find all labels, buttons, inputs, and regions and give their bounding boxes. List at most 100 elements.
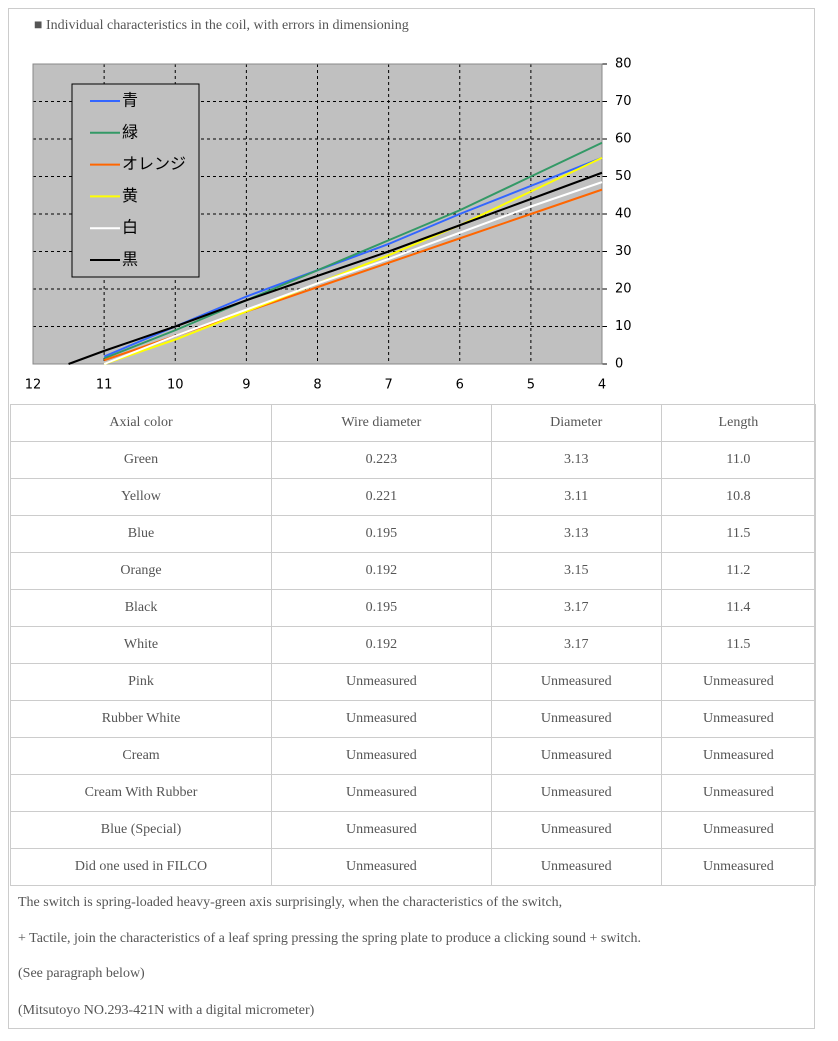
note: (Mitsutoyo NO.293-421N with a digital mi… xyxy=(18,1003,315,1018)
y-tick-label: 0 xyxy=(615,357,623,372)
x-tick-label: 7 xyxy=(384,378,392,393)
table-row: Blue (Special) Unmeasured Unmeasured Unmeas… xyxy=(9,811,817,849)
table-cell: Wire diameter xyxy=(271,404,492,442)
table-row: Cream Unmeasured Unmeasured Unmeasured xyxy=(9,737,817,775)
table-cell: 0.192 xyxy=(271,626,492,664)
legend-label: 黄 xyxy=(122,186,138,205)
table-cell: 11.0 xyxy=(660,441,817,479)
y-tick-label: 70 xyxy=(615,94,632,109)
table-cell: Cream xyxy=(9,737,273,775)
series-line xyxy=(103,181,603,365)
table-cell: 3.13 xyxy=(490,441,662,479)
table-cell: 0.195 xyxy=(271,589,492,627)
table-row: Green 0.223 3.13 11.0 xyxy=(9,441,817,479)
table-cell: Green xyxy=(9,441,273,479)
table-row: Rubber White Unmeasured Unmeasured Unmeasur… xyxy=(9,700,817,738)
x-tick-label: 6 xyxy=(456,378,464,393)
table-cell: Unmeasured xyxy=(490,811,662,849)
table-cell: Unmeasured xyxy=(660,737,817,775)
table-cell: Unmeasured xyxy=(660,811,817,849)
table-cell: Unmeasured xyxy=(271,737,492,775)
table-cell: 11.4 xyxy=(660,589,817,627)
table-cell: Unmeasured xyxy=(660,700,817,738)
table-cell: 0.221 xyxy=(271,478,492,516)
table-cell: White xyxy=(9,626,273,664)
legend-label: オレンジ xyxy=(122,154,186,173)
table-cell: Unmeasured xyxy=(490,848,662,886)
x-tick-label: 4 xyxy=(598,378,606,393)
table-cell: 11.5 xyxy=(660,626,817,664)
y-tick-label: 80 xyxy=(615,57,632,72)
x-tick-label: 12 xyxy=(25,378,42,393)
table-cell: 11.2 xyxy=(660,552,817,590)
x-tick-label: 11 xyxy=(96,378,113,393)
table-cell: Length xyxy=(660,404,817,442)
table-row: Pink Unmeasured Unmeasured Unmeasured xyxy=(9,663,817,701)
table-cell: Axial color xyxy=(9,404,273,442)
table-row: Axial color Wire diameter Diameter Length xyxy=(9,404,817,442)
legend-label: 青 xyxy=(122,91,138,110)
table-row: Blue 0.195 3.13 11.5 xyxy=(9,515,817,553)
table-row: Black 0.195 3.17 11.4 xyxy=(9,589,817,627)
table-cell: Unmeasured xyxy=(271,663,492,701)
y-tick-label: 30 xyxy=(615,244,632,259)
table-row: White 0.192 3.17 11.5 xyxy=(9,626,817,664)
table-row: Yellow 0.221 3.11 10.8 xyxy=(9,478,817,516)
x-tick-label: 10 xyxy=(167,378,184,393)
heading: ■ Individual characteristics in the coil… xyxy=(34,18,409,33)
y-tick-label: 40 xyxy=(615,207,632,222)
table-cell: 0.195 xyxy=(271,515,492,553)
table-cell: Did one used in FILCO xyxy=(9,848,273,886)
table-cell: 3.15 xyxy=(490,552,662,590)
legend-label: 白 xyxy=(122,218,138,237)
table-cell: Cream With Rubber xyxy=(9,774,273,812)
table-row: Cream With Rubber Unmeasured Unmeasured Unm… xyxy=(9,774,817,812)
table-cell: Rubber White xyxy=(9,700,273,738)
y-tick-label: 20 xyxy=(615,282,632,297)
table: Axial color Wire diameter Diameter Length Gr… xyxy=(9,404,817,886)
table-cell: Unmeasured xyxy=(271,811,492,849)
table-cell: 11.5 xyxy=(660,515,817,553)
table-cell: Blue xyxy=(9,515,273,553)
y-tick-label: 10 xyxy=(615,319,632,334)
note: (See paragraph below) xyxy=(18,966,145,981)
legend-label: 緑 xyxy=(122,122,138,141)
series-line xyxy=(68,171,603,365)
series-line xyxy=(103,141,603,360)
x-tick-label: 8 xyxy=(313,378,321,393)
table-row: Did one used in FILCO Unmeasured Unmeasure… xyxy=(9,848,817,886)
plot-border xyxy=(32,63,603,365)
note: + Tactile, join the characteristics of a… xyxy=(18,931,641,946)
table-cell: Unmeasured xyxy=(490,737,662,775)
table-cell: 3.17 xyxy=(490,626,662,664)
table-cell: 3.17 xyxy=(490,589,662,627)
legend-label: 黒 xyxy=(122,250,138,269)
table-cell: Unmeasured xyxy=(660,848,817,886)
table-cell: Unmeasured xyxy=(271,700,492,738)
table-cell: 0.223 xyxy=(271,441,492,479)
table-cell: Unmeasured xyxy=(660,663,817,701)
table-cell: Orange xyxy=(9,552,273,590)
table-cell: Yellow xyxy=(9,478,273,516)
note: The switch is spring-loaded heavy-green … xyxy=(18,895,563,910)
x-tick-label: 5 xyxy=(527,378,535,393)
table-cell: Unmeasured xyxy=(490,663,662,701)
x-tick-label: 9 xyxy=(242,378,250,393)
table-cell: 3.13 xyxy=(490,515,662,553)
table-cell: Unmeasured xyxy=(490,700,662,738)
y-tick-label: 60 xyxy=(615,132,632,147)
table-cell: Unmeasured xyxy=(271,848,492,886)
y-tick-label: 50 xyxy=(615,169,632,184)
table-cell: Pink xyxy=(9,663,273,701)
legend-box xyxy=(71,83,200,278)
table-cell: Unmeasured xyxy=(490,774,662,812)
table-cell: Diameter xyxy=(490,404,662,442)
series-line xyxy=(103,156,603,365)
table-cell: 0.192 xyxy=(271,552,492,590)
table-row: Orange 0.192 3.15 11.2 xyxy=(9,552,817,590)
table-cell: 3.11 xyxy=(490,478,662,516)
table-cell: Unmeasured xyxy=(660,774,817,812)
table-cell: 10.8 xyxy=(660,478,817,516)
